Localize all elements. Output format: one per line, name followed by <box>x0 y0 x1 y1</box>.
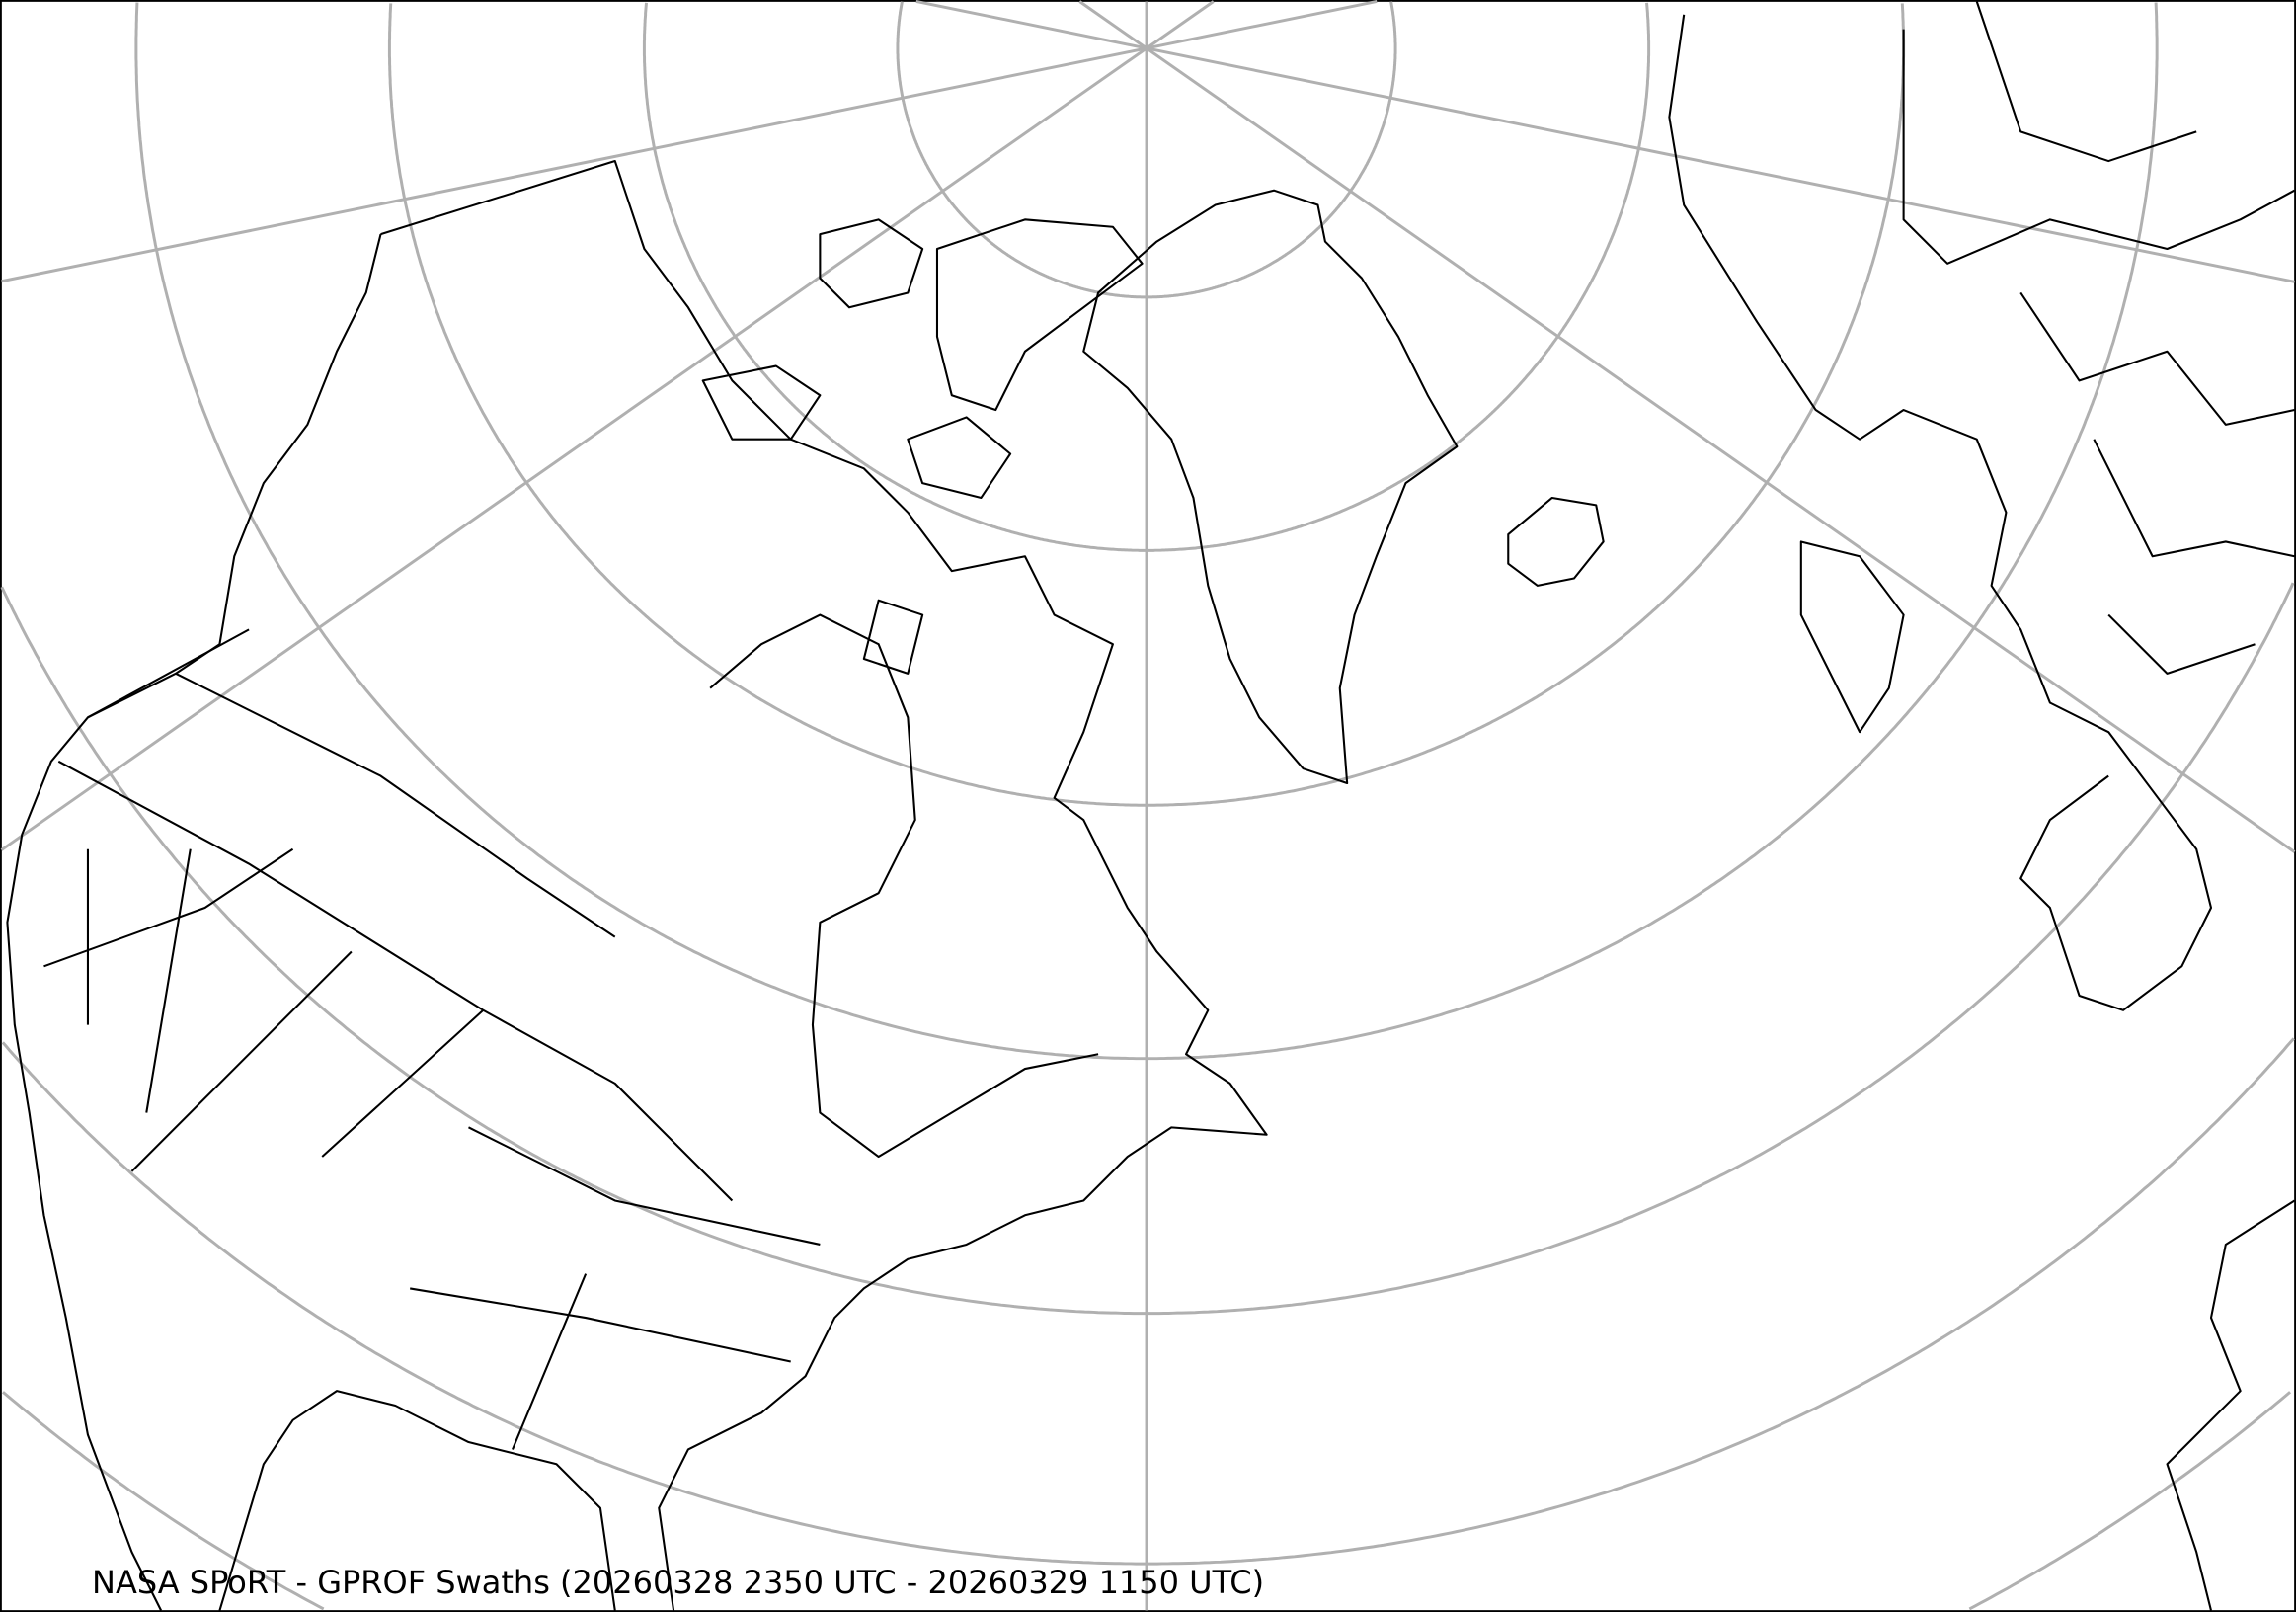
iceland-coast <box>1507 496 1605 587</box>
latitude-circle <box>896 1 1397 299</box>
europe-borders <box>1902 1 2296 675</box>
latitude-circle <box>0 582 2295 1316</box>
north-america-coast <box>218 160 1268 1611</box>
greenland-coast <box>1082 189 1459 785</box>
map-title: NASA SPoRT - GPROF Swaths (20260328 2350… <box>92 1564 1265 1601</box>
meridian-line <box>0 0 1215 851</box>
europe-coast <box>1668 14 2296 1611</box>
latitude-circle <box>642 2 1651 552</box>
latitude-circle <box>2 1391 2292 1611</box>
meridian-line <box>1078 0 2296 853</box>
us-state-borders <box>43 628 821 1450</box>
pacific-coast <box>6 233 382 1611</box>
arctic-islands <box>701 218 1144 675</box>
latitude-circle <box>1 1037 2295 1566</box>
latitude-circle <box>134 2 2159 1061</box>
hudson-bay-coast <box>709 613 1099 1159</box>
meridian-line <box>1 0 1378 283</box>
coastlines <box>6 1 2296 1611</box>
